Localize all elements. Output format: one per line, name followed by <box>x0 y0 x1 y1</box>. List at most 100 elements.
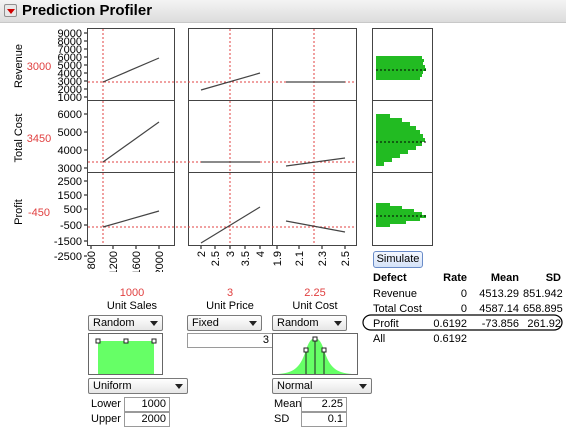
response-current-profit: -450 <box>28 207 50 219</box>
unit-sales-distribution-select[interactable]: Uniform <box>88 378 188 394</box>
prediction-traces <box>102 57 346 244</box>
lower-input[interactable]: 1000 <box>124 397 170 412</box>
table-cell: 261.92 <box>527 318 561 330</box>
tick-label: 4000 <box>58 68 82 80</box>
chevron-down-icon <box>175 384 183 389</box>
chevron-down-icon <box>150 321 158 326</box>
table-cell: 0.6192 <box>433 318 467 330</box>
unit-price-mode-select[interactable]: Fixed <box>187 315 262 331</box>
table-cell: 658.895 <box>523 303 563 315</box>
tick-label: 1200 <box>108 251 120 272</box>
param-label-mean: Mean <box>274 398 302 410</box>
tick-label: 3 <box>225 251 237 257</box>
param-label-sd: SD <box>274 413 290 425</box>
table-cell: Revenue <box>373 288 418 300</box>
handle[interactable] <box>321 347 327 353</box>
upper-input[interactable]: 2000 <box>124 412 170 427</box>
tick-label: 1600 <box>131 251 143 272</box>
simulate-button[interactable]: Simulate <box>373 251 423 268</box>
table-cell: Profit <box>373 318 399 330</box>
tick-label: 2 <box>196 251 208 257</box>
tick-label: -500 <box>60 220 82 232</box>
mean-input[interactable]: 2.25 <box>301 397 347 412</box>
chevron-down-icon <box>249 321 257 326</box>
handle[interactable] <box>151 338 157 344</box>
select-value: Normal <box>277 380 313 392</box>
handle[interactable] <box>312 336 318 342</box>
unit-cost-mode-select[interactable]: Random <box>272 315 347 331</box>
response-name-revenue: Revenue <box>13 44 25 88</box>
handle[interactable] <box>123 338 129 344</box>
unit-cost-distribution-plot[interactable] <box>272 333 358 375</box>
tick-label: 5000 <box>58 127 82 139</box>
column-header-mean: Mean <box>490 272 519 284</box>
factor-name-unit-cost: Unit Cost <box>292 300 338 312</box>
tick-label: 6000 <box>58 52 82 64</box>
tick-label: 800 <box>86 251 98 269</box>
current-value-crosshairs[interactable] <box>88 29 356 245</box>
unit-sales-mode-select[interactable]: Random <box>88 315 163 331</box>
tick-label: 8000 <box>58 36 82 48</box>
profiler-titlebar <box>0 0 566 23</box>
table-cell: -73.856 <box>481 318 519 330</box>
cell-profit-unit-sales[interactable] <box>87 172 175 246</box>
handle[interactable] <box>95 338 101 344</box>
column-header-sd: SD <box>545 272 561 284</box>
column-header-defect: Defect <box>373 272 407 284</box>
chevron-down-icon <box>359 384 367 389</box>
unit-cost-distribution-select[interactable]: Normal <box>272 378 372 394</box>
sd-input[interactable]: 0.1 <box>301 412 347 427</box>
cell-revenue-unit-sales[interactable] <box>87 28 175 101</box>
disclosure-menu-icon[interactable] <box>4 4 17 17</box>
response-name-total-cost: Total Cost <box>13 114 25 163</box>
response-current-total-cost: 3450 <box>27 133 51 145</box>
column-header-rate: Rate <box>443 272 467 284</box>
tick-label: 1500 <box>58 190 82 202</box>
response-name-profit: Profit <box>13 199 25 225</box>
tick-label: 2000 <box>58 84 82 96</box>
tick-label: 3000 <box>58 76 82 88</box>
factor-current-unit-price[interactable]: 3 <box>226 287 234 299</box>
tick-label: 5000 <box>58 60 82 72</box>
table-cell: 4587.14 <box>479 303 519 315</box>
tick-label: 2000 <box>154 251 166 272</box>
hist-profit <box>372 172 433 246</box>
tick-label: 2.5 <box>340 251 352 266</box>
profiler-title: Prediction Profiler <box>22 2 153 19</box>
tick-label: 1.9 <box>272 251 284 266</box>
tick-label: 7000 <box>58 44 82 56</box>
table-cell: 851.942 <box>523 288 563 300</box>
tick-label: 4 <box>255 251 267 257</box>
unit-price-fixed-value-input[interactable]: 3 <box>187 333 273 348</box>
tick-label: -1500 <box>54 236 82 248</box>
tick-label: -2500 <box>54 251 82 263</box>
tick-label: 9000 <box>58 28 82 40</box>
factor-name-unit-price: Unit Price <box>206 300 254 312</box>
profit-y-axis: 2500 1500 500 -500 -1500 -2500 <box>54 176 82 263</box>
tick-label: 2500 <box>58 176 82 188</box>
tick-label: 2.1 <box>294 251 306 266</box>
total-cost-y-axis: 6000 5000 4000 3000 <box>58 109 82 175</box>
handle[interactable] <box>303 347 309 353</box>
select-value: Uniform <box>93 380 132 392</box>
unit-sales-distribution-plot[interactable] <box>88 333 163 375</box>
tick-label: 2.5 <box>210 251 222 266</box>
x-axis-ticks: 800 1200 1600 2000 2 2.5 3 3.5 4 1.9 2.1… <box>86 251 352 272</box>
defect-table: Defect Rate Mean SD Revenue 0 4513.29 85… <box>373 272 565 345</box>
select-value: Fixed <box>192 317 219 329</box>
response-current-revenue: 3000 <box>27 61 51 73</box>
factor-current-unit-sales[interactable]: 1000 <box>119 287 145 299</box>
profiler-grid: Revenue Total Cost Profit 3000 3450 -450… <box>13 28 433 272</box>
tick-label: 3.5 <box>240 251 252 266</box>
tick-label: 500 <box>64 204 82 216</box>
table-cell: 0.6192 <box>433 333 467 345</box>
tick-label: 2.3 <box>317 251 329 266</box>
param-label-upper: Upper <box>91 413 121 425</box>
param-label-lower: Lower <box>91 398 121 410</box>
select-value: Random <box>277 317 319 329</box>
cell-profit-unit-cost[interactable] <box>272 172 357 246</box>
chevron-down-icon <box>334 321 342 326</box>
revenue-y-axis: 9000 8000 7000 6000 5000 4000 3000 2000 … <box>58 28 82 104</box>
tick-label: 6000 <box>58 109 82 121</box>
factor-current-unit-cost[interactable]: 2.25 <box>304 287 326 299</box>
